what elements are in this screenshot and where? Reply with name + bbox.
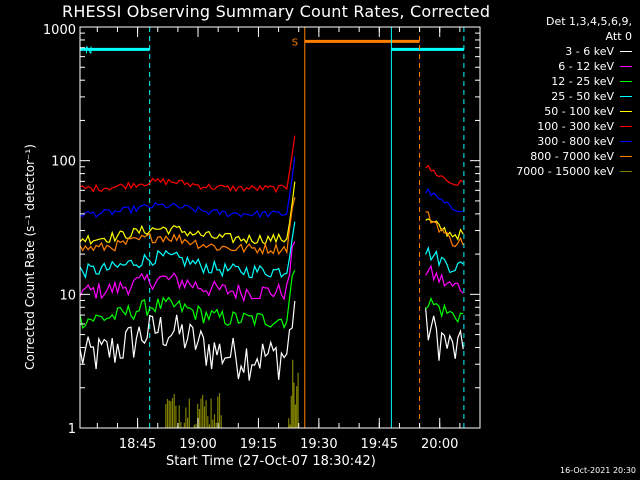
legend-item-4: 50 - 100 keV	[486, 104, 636, 119]
legend-item-6: 300 - 800 keV	[486, 134, 636, 149]
legend-swatch-4	[620, 111, 632, 112]
legend-detectors: Det 1,3,4,5,6,9,	[545, 15, 632, 28]
series-line-5	[79, 135, 296, 194]
series-line-olive-spikes	[165, 359, 299, 428]
y-axis-label: Corrected Count Rate (s⁻¹ detector⁻¹)	[23, 144, 37, 370]
legend-swatch-3	[620, 96, 632, 97]
axes-layer: 1 10 100 1000 18:45 19:00 19:15 19:30 19:45 20:00	[43, 23, 481, 452]
legend-swatch-0	[620, 51, 632, 52]
legend-item-3: 25 - 50 keV	[486, 89, 636, 104]
series-line-1	[79, 241, 296, 303]
y-tick-label-3: 1000	[43, 23, 76, 38]
legend-item-0: 3 - 6 keV	[486, 44, 636, 59]
data-layer: NS	[79, 27, 465, 428]
legend: Det 1,3,4,5,6,9, Att 0 3 - 6 keV 6 - 12 k…	[486, 14, 636, 179]
legend-swatch-6	[620, 141, 632, 142]
x-tick-label-0: 18:45	[119, 437, 156, 452]
y-tick-label-0: 1	[68, 422, 76, 437]
legend-swatch-2	[620, 81, 632, 82]
plot-frame	[79, 26, 481, 429]
flag-label-N: N	[85, 45, 92, 56]
series-line-7	[79, 197, 296, 256]
series-line-1-b	[425, 264, 464, 294]
legend-label-0: 3 - 6 keV	[565, 45, 614, 58]
legend-swatch-1	[620, 66, 632, 67]
series-line-4	[79, 181, 296, 246]
legend-swatch-7	[620, 156, 632, 157]
x-tick-label-5: 20:00	[421, 437, 458, 452]
flag-label-S: S	[292, 37, 298, 48]
legend-item-7: 800 - 7000 keV	[486, 149, 636, 164]
legend-swatch-5	[620, 126, 632, 127]
legend-swatch-8	[620, 171, 632, 172]
legend-item-2: 12 - 25 keV	[486, 74, 636, 89]
legend-label-6: 300 - 800 keV	[537, 135, 614, 148]
series-line-0-b	[425, 307, 464, 361]
legend-label-2: 12 - 25 keV	[551, 75, 614, 88]
x-tick-label-4: 19:45	[361, 437, 398, 452]
legend-label-4: 50 - 100 keV	[544, 105, 614, 118]
legend-item-5: 100 - 300 keV	[486, 119, 636, 134]
chart-title: RHESSI Observing Summary Count Rates, Co…	[62, 2, 491, 21]
x-tick-label-2: 19:15	[240, 437, 277, 452]
legend-label-5: 100 - 300 keV	[537, 120, 614, 133]
legend-label-8: 7000 - 15000 keV	[516, 165, 614, 178]
y-tick-label-2: 100	[51, 155, 76, 170]
legend-item-1: 6 - 12 keV	[486, 59, 636, 74]
x-tick-label-3: 19:30	[300, 437, 337, 452]
series-line-6-b	[425, 187, 464, 213]
series-line-4-b	[425, 218, 464, 241]
y-tick-label-1: 10	[59, 288, 76, 303]
legend-attenuator: Att 0	[605, 30, 632, 43]
x-tick-label-1: 19:00	[179, 437, 216, 452]
series-line-2	[79, 269, 296, 330]
timestamp: 16-Oct-2021 20:30	[560, 466, 636, 475]
series-line-3	[79, 221, 296, 280]
series-line-5-b	[425, 164, 464, 186]
legend-label-3: 25 - 50 keV	[551, 90, 614, 103]
series-line-6	[79, 156, 296, 219]
series-line-3-b	[425, 246, 464, 274]
series-line-0	[79, 300, 296, 381]
legend-item-8: 7000 - 15000 keV	[486, 164, 636, 179]
legend-label-7: 800 - 7000 keV	[530, 150, 614, 163]
legend-label-1: 6 - 12 keV	[558, 60, 614, 73]
series-line-2-b	[425, 296, 464, 324]
series-line-7-b	[425, 211, 464, 248]
x-axis-label: Start Time (27-Oct-07 18:30:42)	[166, 454, 376, 469]
